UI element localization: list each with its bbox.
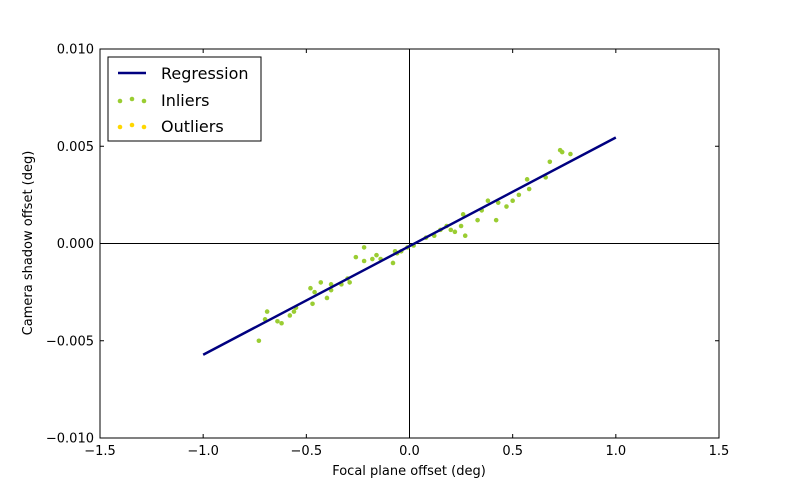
y-tick-label: 0.010 [57, 43, 94, 58]
legend-outlier-dot [141, 124, 147, 130]
legend-outliers-swatch [117, 122, 147, 130]
inlier-point [264, 309, 270, 314]
inlier-point [374, 252, 379, 258]
legend-inliers-swatch [117, 96, 147, 104]
inlier-point [318, 280, 324, 285]
x-axis-title: Focal plane offset (deg) [332, 464, 486, 479]
inlier-point [312, 289, 317, 295]
x-axis-ticks: −1.5 −1.0 −0.5 0.0 0.5 1.0 1.5 [84, 49, 729, 459]
inlier-point [256, 338, 262, 344]
inlier-point [516, 192, 522, 198]
regression-line-group [202, 136, 617, 356]
inlier-point [353, 254, 359, 260]
x-tick-label: 1.0 [605, 444, 626, 459]
inlier-point [485, 198, 491, 204]
x-tick-label: 0.0 [399, 444, 420, 459]
inlier-point [559, 149, 565, 155]
inlier-point [448, 227, 454, 233]
inlier-point [324, 295, 330, 301]
x-tick-label: 0.5 [502, 444, 523, 459]
x-tick-label: −1.0 [187, 444, 219, 459]
y-axis-ticks: −0.010 −0.005 0.000 0.005 0.010 [46, 43, 719, 447]
legend-outlier-dot [117, 124, 123, 130]
legend-inlier-dot [117, 98, 123, 104]
inlier-point [526, 186, 532, 192]
legend-regression-label: Regression [161, 64, 249, 83]
inlier-point [310, 301, 315, 307]
y-tick-label: 0.000 [57, 237, 94, 252]
legend-inlier-dot [129, 96, 135, 102]
inlier-point [370, 256, 375, 262]
inlier-point [308, 285, 313, 291]
inlier-point [287, 313, 293, 318]
inlier-point [475, 217, 480, 223]
zero-lines [100, 49, 719, 438]
inlier-point [462, 233, 468, 239]
y-axis-title: Camera shadow offset (deg) [21, 151, 36, 336]
x-tick-label: −0.5 [291, 444, 323, 459]
legend-inlier-dot [141, 98, 147, 104]
inlier-point [568, 151, 573, 157]
inlier-point [524, 177, 530, 182]
inlier-point [452, 229, 458, 235]
inlier-point [279, 320, 284, 326]
inlier-point [361, 258, 367, 264]
inlier-point [458, 223, 464, 229]
regression-line [202, 136, 617, 356]
x-tick-label: −1.5 [84, 444, 116, 459]
inlier-point [361, 245, 367, 250]
y-tick-label: −0.010 [46, 432, 94, 447]
inlier-point [493, 217, 499, 223]
legend-inliers-label: Inliers [161, 91, 210, 110]
x-tick-label: 1.5 [709, 444, 730, 459]
inlier-point [547, 159, 553, 165]
inlier-point [347, 280, 352, 285]
inlier-point [504, 204, 509, 209]
inlier-point [510, 198, 515, 204]
inlier-point [495, 200, 501, 205]
y-tick-label: 0.005 [57, 140, 94, 155]
inlier-point [390, 260, 396, 266]
legend-outlier-dot [129, 122, 135, 128]
legend: Regression Inliers Outliers [107, 56, 262, 142]
inlier-point [275, 319, 280, 324]
y-tick-label: −0.005 [46, 334, 94, 349]
legend-outliers-label: Outliers [161, 117, 224, 136]
inlier-point [460, 212, 466, 217]
inlier-point [291, 309, 297, 314]
